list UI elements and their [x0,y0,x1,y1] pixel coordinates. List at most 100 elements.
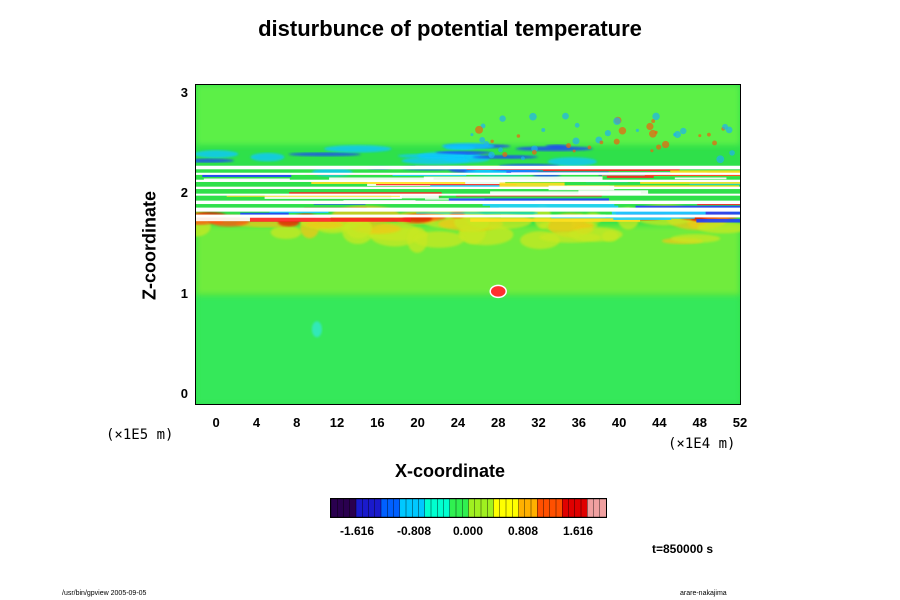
warm-anomaly [568,227,623,242]
colorbar-segment [524,499,532,517]
wave-dot [531,145,538,153]
hot-anomaly [196,220,212,225]
wave-dot [541,128,546,132]
colorbar-segment [499,499,507,517]
saturated-streak [264,195,402,199]
colorbar-segment [393,499,401,517]
colorbar-segment [418,499,426,517]
cold-anomaly [196,158,235,163]
colorbar-segment [449,499,457,517]
saturated-layer [196,179,740,182]
wave-dot [488,153,492,157]
colorbar-segment [443,499,451,517]
x-tick-label: 24 [450,415,466,430]
colorbar-segment [399,499,407,517]
wave-dot [650,149,654,153]
warm-anomaly [345,218,372,239]
saturated-layer [196,207,740,212]
x-axis-title: X-coordinate [394,461,505,481]
colorbar-tick-label: -1.616 [339,524,375,538]
wave-dot [707,132,711,137]
x-tick-label: 32 [531,415,546,430]
wave-dot [572,149,576,153]
y-tick-label: 3 [180,85,188,100]
colorbar-segment [412,499,420,517]
colorbar-segment [549,499,557,517]
saturated-streak [249,217,411,222]
colorbar-segment [505,499,513,517]
saturated-streak [269,210,329,214]
wave-dot [587,145,592,150]
cold-anomaly [515,146,593,152]
wave-dot [499,115,506,122]
cold-anomaly [441,142,495,150]
wave-dot [652,112,660,121]
colorbar-tick-label: -0.808 [396,524,432,538]
wave-dot [680,127,687,135]
colorbar-segment [518,499,526,517]
colorbar-segment [580,499,588,517]
wave-dot [729,150,735,156]
colorbar-segment [574,499,582,517]
wave-dot [566,143,571,149]
x-tick-label: 0 [212,415,220,430]
colorbar-segment [387,499,395,517]
wave-dot [516,134,521,138]
wave-dot [572,137,580,145]
wave-dot [529,112,537,121]
saturated-layer [196,165,740,170]
cold-anomaly [250,152,285,162]
saturated-streak [490,191,641,196]
colorbar-segment [512,499,520,517]
plot-area [195,84,741,405]
colorbar-segment [405,499,413,517]
wave-dot [613,138,620,145]
cold-anomaly [324,145,392,153]
potential-temperature-field [196,85,740,404]
wave-dot [716,155,725,164]
cold-plume [311,321,322,338]
colorbar-segment [424,499,432,517]
warm-bubble [489,284,507,299]
wave-dot [562,112,569,120]
wave-dot [531,149,537,155]
wave-dot [498,147,503,153]
colorbar-segment [474,499,482,517]
wave-dot [656,144,662,150]
colorbar-segment [355,499,363,517]
wave-dot [475,125,484,134]
saturated-streak [470,218,641,222]
saturated-streak [613,218,672,220]
colorbar-segment [343,499,351,517]
wave-dot [604,130,611,137]
y-axis-title: Z-coordinate [139,191,160,301]
x-tick-label: 28 [490,415,506,430]
wave-dot [574,122,580,128]
saturated-streak [311,181,466,184]
saturated-streak [635,205,740,210]
saturated-streak [697,203,740,206]
saturated-layer [196,193,740,196]
x-unit-label: (×1E4 m) [668,436,736,452]
colorbar-segment [368,499,376,517]
wave-dot [479,136,486,143]
wave-dot [698,134,702,138]
wave-dot [599,140,604,145]
colorbar-segment [468,499,476,517]
cold-anomaly [288,152,362,157]
time-label: t=850000 s [652,542,714,556]
colorbar-segment [530,499,538,517]
saturated-layer [196,186,740,190]
cold-anomaly [547,157,597,166]
wave-dot [618,126,627,135]
saturated-streak [376,184,517,186]
chart-title: disturbunce of potential temperature [258,16,642,41]
colorbar-tick-label: 0.808 [507,524,539,538]
colorbar-segment [593,499,601,517]
wave-dot [521,156,525,161]
wave-dot [673,131,681,139]
colorbar-segment [455,499,463,517]
warm-anomaly [270,225,302,240]
x-tick-label: 12 [329,415,345,430]
saturated-streak [611,209,706,215]
